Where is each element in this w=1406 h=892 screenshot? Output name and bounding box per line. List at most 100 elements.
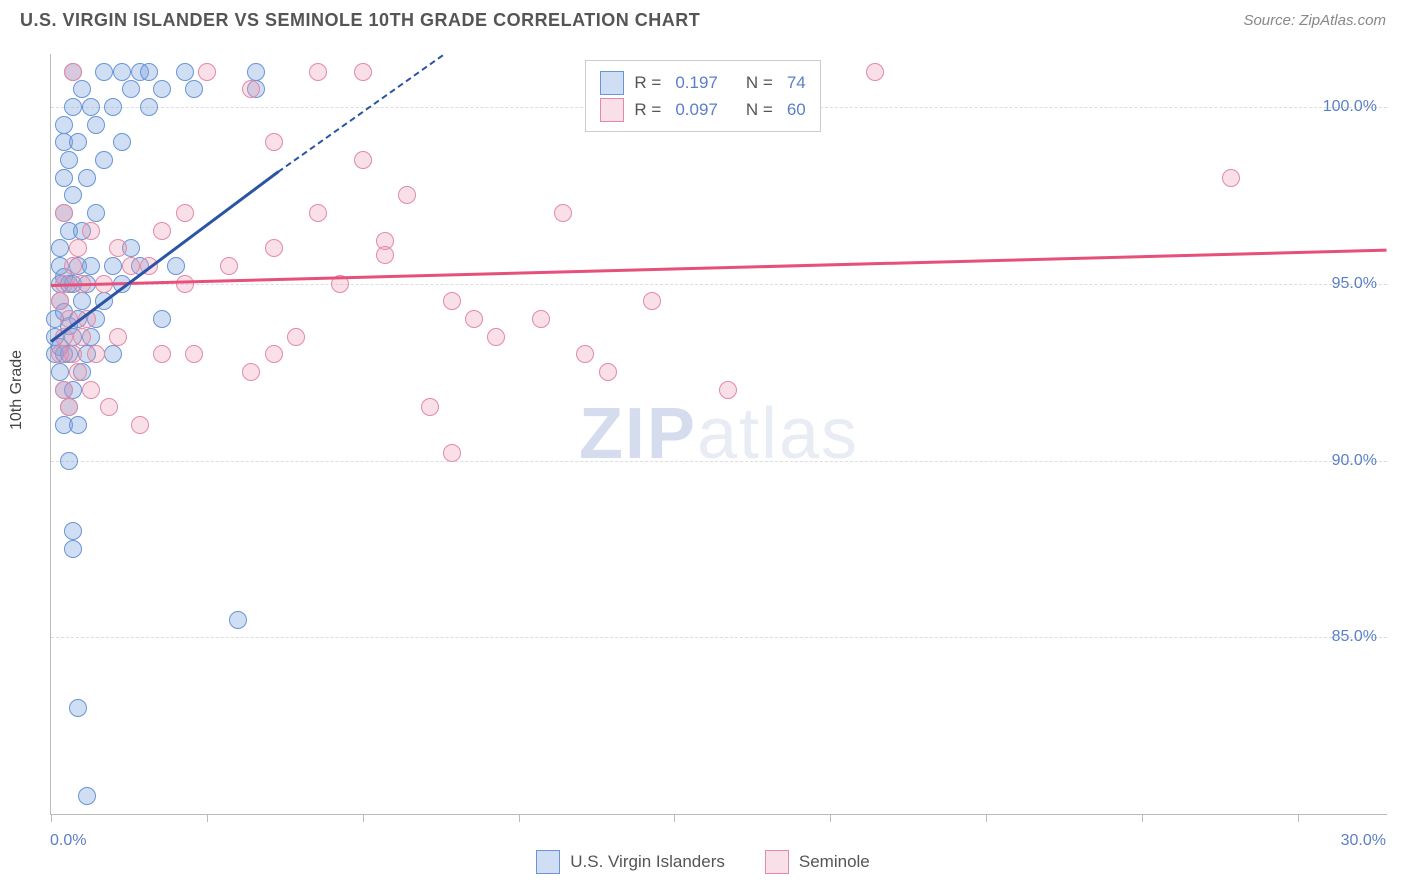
- data-point: [242, 80, 260, 98]
- n-label: N =: [746, 69, 773, 96]
- data-point: [60, 452, 78, 470]
- stats-legend-row: R =0.097N =60: [600, 96, 805, 123]
- data-point: [64, 522, 82, 540]
- data-point: [64, 540, 82, 558]
- data-point: [153, 345, 171, 363]
- data-point: [443, 444, 461, 462]
- gridline: [51, 461, 1387, 462]
- data-point: [82, 381, 100, 399]
- data-point: [122, 257, 140, 275]
- data-point: [87, 204, 105, 222]
- x-tick: [51, 814, 52, 822]
- data-point: [265, 239, 283, 257]
- data-point: [140, 98, 158, 116]
- data-point: [265, 133, 283, 151]
- data-point: [51, 239, 69, 257]
- data-point: [398, 186, 416, 204]
- data-point: [866, 63, 884, 81]
- data-point: [229, 611, 247, 629]
- x-tick: [519, 814, 520, 822]
- x-tick: [986, 814, 987, 822]
- data-point: [64, 63, 82, 81]
- data-point: [109, 328, 127, 346]
- swatch-icon: [600, 98, 624, 122]
- x-tick: [207, 814, 208, 822]
- data-point: [185, 345, 203, 363]
- data-point: [51, 363, 69, 381]
- source-label: Source: ZipAtlas.com: [1243, 12, 1386, 29]
- data-point: [55, 381, 73, 399]
- data-point: [64, 345, 82, 363]
- data-point: [55, 116, 73, 134]
- x-tick: [830, 814, 831, 822]
- data-point: [64, 186, 82, 204]
- data-point: [643, 292, 661, 310]
- data-point: [55, 169, 73, 187]
- data-point: [167, 257, 185, 275]
- data-point: [69, 699, 87, 717]
- y-tick-label: 100.0%: [1323, 98, 1377, 116]
- data-point: [532, 310, 550, 328]
- stats-legend-row: R = 0.197 N = 74: [600, 69, 805, 96]
- data-point: [122, 80, 140, 98]
- data-point: [69, 239, 87, 257]
- data-point: [140, 63, 158, 81]
- data-point: [113, 63, 131, 81]
- watermark: ZIPatlas: [579, 393, 859, 475]
- swatch-icon: [600, 71, 624, 95]
- data-point: [1222, 169, 1240, 187]
- y-tick-label: 85.0%: [1332, 628, 1377, 646]
- data-point: [176, 275, 194, 293]
- r-value: 0.197: [675, 69, 718, 96]
- data-point: [465, 310, 483, 328]
- data-point: [153, 80, 171, 98]
- data-point: [247, 63, 265, 81]
- swatch-seminole: [765, 850, 789, 874]
- data-point: [354, 151, 372, 169]
- x-tick: [1298, 814, 1299, 822]
- n-value: 74: [787, 69, 806, 96]
- data-point: [82, 98, 100, 116]
- data-point: [82, 222, 100, 240]
- data-point: [60, 151, 78, 169]
- data-point: [242, 363, 260, 381]
- trend-line: [51, 248, 1387, 286]
- data-point: [51, 292, 69, 310]
- data-point: [185, 80, 203, 98]
- data-point: [198, 63, 216, 81]
- data-point: [309, 204, 327, 222]
- data-point: [176, 204, 194, 222]
- y-tick-label: 95.0%: [1332, 275, 1377, 293]
- data-point: [421, 398, 439, 416]
- gridline: [51, 284, 1387, 285]
- n-label: N =: [746, 96, 773, 123]
- data-point: [60, 398, 78, 416]
- data-point: [719, 381, 737, 399]
- legend-label-usvi: U.S. Virgin Islanders: [570, 852, 725, 872]
- data-point: [64, 98, 82, 116]
- data-point: [78, 169, 96, 187]
- data-point: [109, 239, 127, 257]
- data-point: [131, 416, 149, 434]
- data-point: [153, 310, 171, 328]
- bottom-legend: U.S. Virgin Islanders Seminole: [0, 850, 1406, 874]
- legend-label-seminole: Seminole: [799, 852, 870, 872]
- data-point: [104, 98, 122, 116]
- r-label: R =: [634, 69, 661, 96]
- stats-legend: R = 0.197 N = 74R =0.097N =60: [585, 60, 820, 132]
- data-point: [265, 345, 283, 363]
- data-point: [104, 345, 122, 363]
- data-point: [376, 246, 394, 264]
- data-point: [87, 116, 105, 134]
- data-point: [73, 292, 91, 310]
- data-point: [113, 133, 131, 151]
- data-point: [100, 398, 118, 416]
- data-point: [73, 328, 91, 346]
- chart-title: U.S. VIRGIN ISLANDER VS SEMINOLE 10TH GR…: [20, 10, 700, 31]
- data-point: [64, 257, 82, 275]
- data-point: [73, 80, 91, 98]
- data-point: [55, 204, 73, 222]
- data-point: [220, 257, 238, 275]
- legend-item-seminole: Seminole: [765, 850, 870, 874]
- data-point: [576, 345, 594, 363]
